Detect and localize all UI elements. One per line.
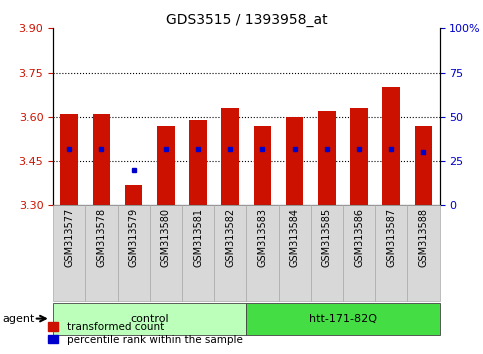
Bar [93,114,110,205]
Text: htt-171-82Q: htt-171-82Q [309,314,377,324]
Text: GSM313588: GSM313588 [418,208,428,267]
Text: GSM313587: GSM313587 [386,208,396,267]
Text: GSM313578: GSM313578 [97,208,106,267]
Bar [318,111,336,205]
Text: GSM313584: GSM313584 [290,208,299,267]
Bar [157,126,175,205]
Text: GSM313579: GSM313579 [128,208,139,267]
Text: GSM313581: GSM313581 [193,208,203,267]
Title: GDS3515 / 1393958_at: GDS3515 / 1393958_at [166,13,327,27]
Text: agent: agent [2,314,35,324]
Bar [414,126,432,205]
Bar [60,114,78,205]
Bar [383,87,400,205]
Bar [286,117,303,205]
Bar [254,126,271,205]
Text: GSM313583: GSM313583 [257,208,268,267]
Text: GSM313585: GSM313585 [322,208,332,267]
Text: GSM313582: GSM313582 [225,208,235,267]
Text: GSM313577: GSM313577 [64,208,74,267]
Text: control: control [130,314,169,324]
Bar [125,185,142,205]
Bar [189,120,207,205]
Legend: transformed count, percentile rank within the sample: transformed count, percentile rank withi… [44,318,247,349]
Bar [221,108,239,205]
Text: GSM313580: GSM313580 [161,208,171,267]
Bar [350,108,368,205]
Text: GSM313586: GSM313586 [354,208,364,267]
